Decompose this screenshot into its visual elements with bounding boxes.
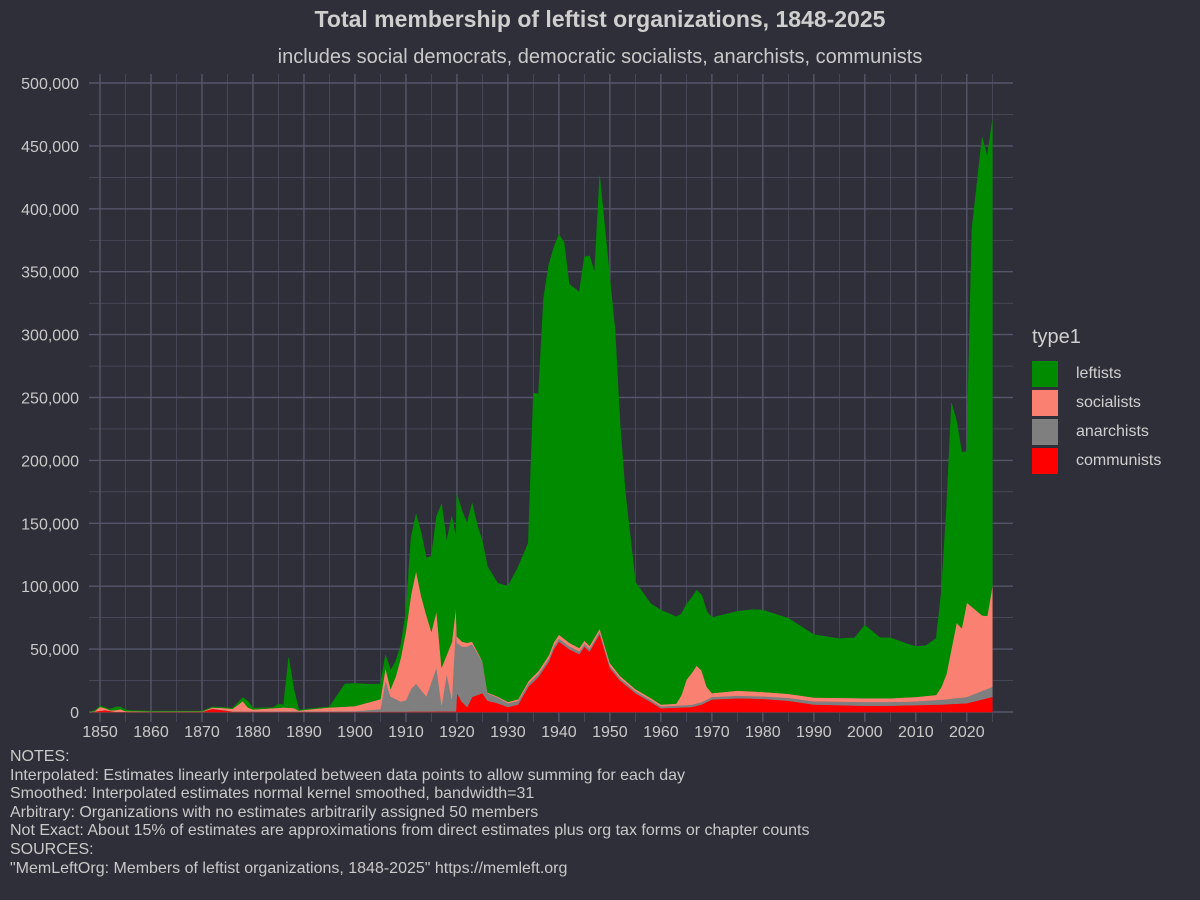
legend-swatch-socialists [1032, 389, 1058, 416]
x-tick-label: 2000 [847, 724, 883, 740]
legend-item-leftists: leftists [1032, 359, 1161, 388]
legend-label-communists: communists [1076, 451, 1162, 469]
notes-heading: NOTES: [10, 748, 70, 765]
x-tick-label: 1950 [592, 724, 628, 740]
chart-title: Total membership of leftist organization… [314, 6, 886, 32]
note-not-exact: Not Exact: About 15% of estimates are ap… [10, 822, 810, 840]
x-tick-label: 1870 [184, 724, 220, 740]
y-tick-label: 100,000 [21, 579, 79, 596]
legend-item-communists: communists [1032, 446, 1161, 475]
y-tick-label: 300,000 [21, 328, 79, 345]
stacked-area-chart: 0 50,000 100,000 150,000 200,000 250,000 300,0… [21, 74, 1013, 740]
x-tick-label: 1990 [796, 724, 832, 740]
y-tick-label: 50,000 [30, 642, 79, 659]
legend-swatch-communists [1032, 447, 1058, 474]
x-tick-label: 1860 [133, 724, 169, 740]
x-tick-label: 1930 [490, 724, 526, 740]
x-axis-ticks: 1850 1860 1870 1880 1890 1900 1910 1920 1930 1940… [82, 724, 984, 740]
source-citation: "MemLeftOrg: Members of leftist organiza… [10, 859, 568, 877]
x-tick-label: 2010 [898, 724, 934, 740]
x-tick-label: 1940 [541, 724, 577, 740]
x-tick-label: 1960 [643, 724, 679, 740]
y-tick-label: 250,000 [21, 391, 79, 408]
x-tick-label: 1980 [745, 724, 781, 740]
chart-subtitle: includes social democrats, democratic so… [277, 46, 923, 68]
x-tick-label: 1890 [286, 724, 322, 740]
y-tick-label: 500,000 [21, 76, 79, 93]
sources-heading: SOURCES: [10, 840, 94, 858]
legend-swatch-leftists [1032, 360, 1058, 387]
y-tick-label: 0 [70, 705, 79, 722]
legend-item-socialists: socialists [1032, 388, 1161, 417]
x-tick-label: 1900 [337, 724, 373, 740]
x-tick-label: 1970 [694, 724, 730, 740]
note-smoothed: Smoothed: Interpolated estimates normal … [10, 785, 535, 803]
y-tick-label: 350,000 [21, 265, 79, 282]
legend-label-socialists: socialists [1076, 393, 1141, 411]
x-tick-label: 1920 [439, 724, 475, 740]
y-tick-label: 150,000 [21, 516, 79, 533]
x-tick-label: 2020 [949, 724, 985, 740]
legend: type1 leftists socialists anarchists com… [1032, 326, 1161, 475]
legend-title: type1 [1032, 326, 1081, 348]
y-tick-label: 450,000 [21, 139, 79, 156]
legend-label-leftists: leftists [1076, 364, 1122, 382]
legend-item-anarchists: anarchists [1032, 417, 1161, 446]
y-tick-label: 200,000 [21, 453, 79, 470]
x-tick-label: 1850 [82, 724, 118, 740]
notes-block: NOTES: Interpolated: Estimates linearly … [10, 748, 809, 878]
legend-label-anarchists: anarchists [1076, 422, 1149, 440]
note-interpolated: Interpolated: Estimates linearly interpo… [10, 766, 686, 784]
y-tick-label: 400,000 [21, 202, 79, 219]
note-arbitrary: Arbitrary: Organizations with no estimat… [10, 803, 539, 821]
series-areas [89, 120, 993, 713]
area-leftists [89, 120, 993, 713]
legend-swatch-anarchists [1032, 418, 1058, 445]
x-tick-label: 1880 [235, 724, 271, 740]
x-tick-label: 1910 [388, 724, 424, 740]
y-axis-ticks: 0 50,000 100,000 150,000 200,000 250,000 300,0… [21, 76, 79, 722]
